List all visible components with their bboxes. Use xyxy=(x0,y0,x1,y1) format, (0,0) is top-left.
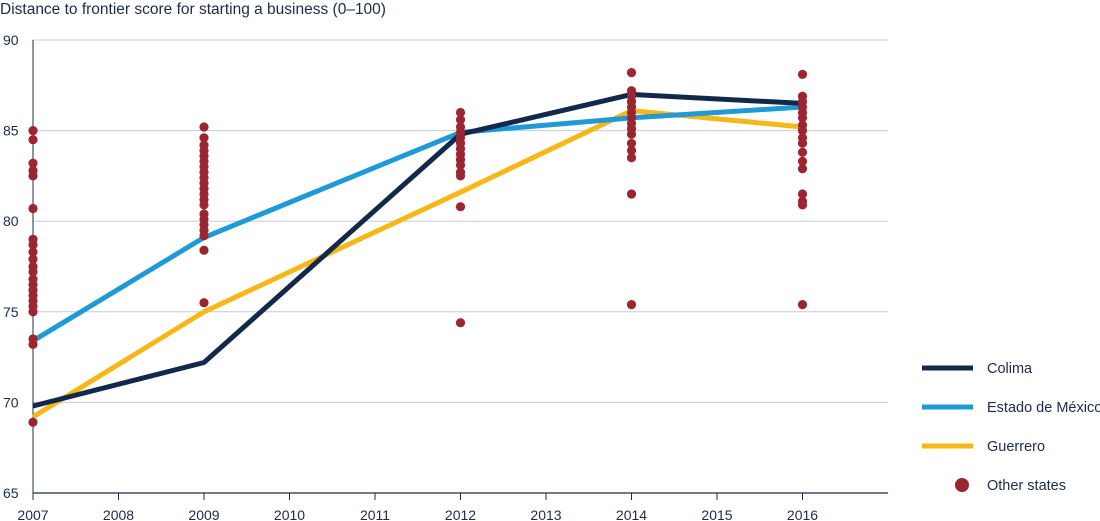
scatter-point xyxy=(797,300,808,310)
scatter-point xyxy=(28,267,38,277)
scatter-point xyxy=(28,240,38,250)
scatter-point xyxy=(28,339,38,349)
scatter-point xyxy=(28,135,38,145)
x-tick-label: 2007 xyxy=(17,507,48,521)
scatter-point xyxy=(797,156,808,166)
x-tick-label: 2009 xyxy=(188,507,219,521)
chart-title: Distance to frontier score for starting … xyxy=(0,1,386,18)
scatter-point xyxy=(797,189,808,199)
scatter-point xyxy=(797,113,808,123)
scatter-point xyxy=(455,160,466,170)
scatter-point xyxy=(455,171,466,181)
scatter-point xyxy=(199,200,209,210)
y-tick-label: 90 xyxy=(3,32,19,48)
x-tick-label: 2013 xyxy=(530,507,561,521)
scatter-point xyxy=(626,145,637,156)
series-line xyxy=(32,91,803,409)
y-tick-label: 75 xyxy=(3,304,19,320)
scatter-points xyxy=(28,68,808,427)
scatter-point xyxy=(797,164,808,174)
grid-lines xyxy=(33,39,888,403)
scatter-point xyxy=(28,171,38,181)
scatter-point xyxy=(199,231,209,241)
scatter-point xyxy=(28,307,38,317)
x-tick-label: 2010 xyxy=(274,507,305,521)
legend-label: Guerrero xyxy=(987,439,1045,455)
scatter-point xyxy=(626,189,637,199)
scatter-point xyxy=(455,115,466,125)
scatter-point xyxy=(455,202,466,212)
scatter-point xyxy=(28,247,38,257)
scatter-point xyxy=(199,133,209,143)
scatter-point xyxy=(797,126,808,136)
scatter-point xyxy=(626,138,637,148)
y-tick-label: 80 xyxy=(3,213,19,229)
scatter-point xyxy=(797,147,808,157)
scatter-point xyxy=(28,254,38,264)
legend-label: Other states xyxy=(987,478,1066,494)
scatter-point xyxy=(455,318,466,328)
scatter-point xyxy=(797,69,808,79)
y-tick-label: 70 xyxy=(3,394,19,410)
scatter-point xyxy=(626,129,637,139)
scatter-point xyxy=(28,126,38,136)
legend: Colima Estado de México Guerrero Other stat… xyxy=(922,361,1100,494)
axes: 65 70 75 80 85 90 2007 2008 2009 2010 2011 2012 2013… xyxy=(3,32,888,521)
scatter-point xyxy=(199,298,209,308)
legend-label: Colima xyxy=(987,361,1033,377)
scatter-point xyxy=(455,107,466,118)
legend-swatch xyxy=(955,478,969,492)
scatter-point xyxy=(626,68,637,78)
series-line xyxy=(31,104,803,343)
scatter-point xyxy=(199,245,209,255)
x-tick-label: 2016 xyxy=(787,507,818,521)
x-tick-label: 2011 xyxy=(360,507,390,521)
scatter-point xyxy=(28,417,38,427)
scatter-point xyxy=(28,203,38,214)
y-tick-label: 65 xyxy=(3,485,19,501)
y-tick-label: 85 xyxy=(3,123,19,139)
x-tick-label: 2012 xyxy=(445,507,476,521)
scatter-point xyxy=(797,200,808,210)
scatter-point xyxy=(626,153,637,163)
scatter-point xyxy=(626,300,637,310)
series-lines xyxy=(31,91,803,420)
scatter-point xyxy=(199,122,209,132)
scatter-point xyxy=(797,138,808,148)
x-tick-label: 2014 xyxy=(616,507,647,521)
x-tick-label: 2008 xyxy=(103,507,134,521)
legend-label: Estado de México xyxy=(987,400,1100,416)
scatter-point xyxy=(28,158,38,168)
series-line xyxy=(31,108,803,420)
x-tick-label: 2015 xyxy=(701,507,732,521)
